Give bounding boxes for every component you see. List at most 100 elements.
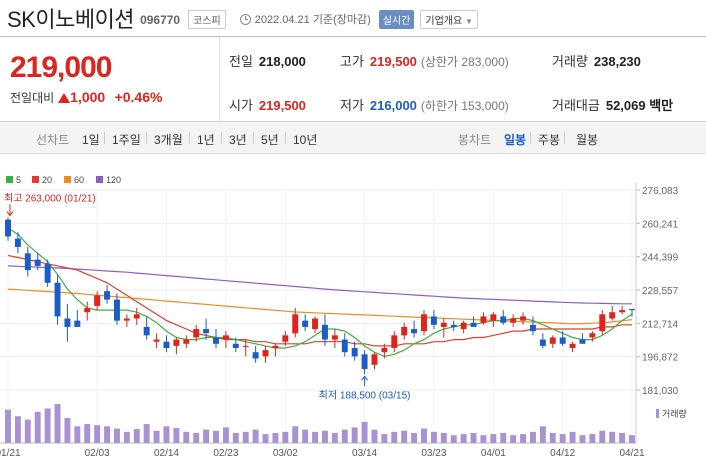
legend-label: 60: [74, 175, 84, 185]
legend-label: 120: [106, 175, 121, 185]
x-tick-label: 02/03: [85, 448, 110, 459]
candle-body: [411, 329, 418, 334]
divider: [530, 132, 531, 144]
candle-body: [361, 354, 368, 370]
volume-bar: [203, 429, 210, 443]
volume-bar: [123, 431, 130, 443]
company-overview-button[interactable]: 기업개요 ▼: [420, 9, 478, 29]
volume-bar: [490, 434, 497, 443]
volume-bar: [173, 427, 180, 443]
divider: [104, 132, 105, 144]
stat-value: 219,500: [258, 98, 306, 113]
candle-body: [529, 324, 536, 332]
candlestick-chart[interactable]: 276,083 260,241 244,399 228,557 212,714 196,8…: [0, 154, 706, 466]
candle-body: [520, 316, 527, 321]
min-annotation: 최저 188,500 (03/15): [319, 389, 411, 401]
candle-body: [282, 335, 289, 342]
volume-bar: [143, 424, 150, 443]
volume-bar: [321, 430, 328, 443]
stat-sub: (상한가 283,000): [420, 55, 509, 69]
ma60-line: [7, 288, 633, 325]
volume-bar: [549, 432, 556, 443]
candle-body: [123, 318, 130, 321]
period-5y[interactable]: 5년: [261, 133, 279, 147]
volume-bar: [579, 435, 586, 443]
candle-body: [401, 326, 408, 336]
period-1d[interactable]: 1일: [82, 133, 100, 147]
period-daily[interactable]: 일봉: [504, 133, 527, 147]
divider: [146, 132, 147, 144]
divider: [285, 132, 286, 144]
period-monthly[interactable]: 월봉: [576, 133, 599, 147]
candle-body: [183, 339, 190, 344]
divider: [564, 132, 565, 144]
candle-body: [193, 329, 200, 338]
volume-bar: [401, 430, 408, 443]
caret-down-icon: ▼: [464, 16, 473, 26]
legend-swatch: [96, 176, 103, 183]
y-tick-label: 276,083: [642, 186, 679, 197]
legend-swatch: [32, 176, 39, 183]
stat-value: 219,500: [369, 54, 417, 69]
candle-body: [94, 295, 101, 306]
volume-bar: [589, 434, 596, 443]
volume-bar: [341, 429, 348, 443]
candle-body: [579, 339, 586, 344]
candle-chart-label: 봉차트: [458, 133, 492, 147]
volume-bar: [391, 431, 398, 443]
period-3m[interactable]: 3개월: [154, 133, 183, 147]
volume-bar: [569, 431, 576, 443]
current-price: 219,000: [10, 51, 112, 84]
volume-bar: [450, 435, 457, 443]
volume-bar: [430, 431, 437, 443]
volume-label: 거래량: [662, 408, 687, 419]
volume-bar: [113, 428, 120, 443]
volume-bar: [183, 431, 190, 443]
x-tick-label: 04/01: [481, 448, 506, 459]
y-tick-label: 228,557: [642, 286, 679, 297]
stat-value: 218,000: [258, 54, 306, 69]
y-tick-label: 260,241: [642, 219, 679, 230]
volume-bar: [272, 432, 279, 443]
candle-body: [381, 347, 388, 353]
max-annotation: 최고 263,000 (01/21): [4, 193, 96, 205]
candle-body: [341, 339, 348, 353]
x-tick-label: 04/21: [619, 448, 644, 459]
stat-low: 저가 216,000 (하한가 153,000): [340, 95, 509, 114]
volume-bar: [84, 424, 91, 443]
candle-body: [440, 322, 447, 327]
volume-bar: [619, 432, 626, 443]
current-price-panel: 219,000 전일대비 1,000 +0.46%: [0, 37, 220, 122]
volume-bar: [529, 431, 536, 443]
volume-bar: [371, 429, 378, 443]
period-weekly[interactable]: 주봉: [538, 133, 561, 147]
realtime-button[interactable]: 실시간: [378, 9, 415, 29]
x-tick-label: 02/23: [213, 448, 238, 459]
candle-body: [609, 312, 616, 319]
volume-bar: [520, 434, 527, 443]
y-tick-label: 196,872: [642, 353, 679, 364]
candle-body: [163, 341, 170, 348]
volume-bar: [94, 425, 101, 443]
candle-body: [24, 253, 31, 271]
volume-bar: [351, 427, 358, 443]
x-tick-label: 01/21: [0, 448, 21, 459]
x-tick-label: 04/12: [550, 448, 575, 459]
volume-bar: [292, 426, 299, 443]
volume-bar: [5, 409, 11, 443]
candle-body: [143, 326, 150, 336]
change-label: 전일대비: [10, 91, 55, 105]
period-3y[interactable]: 3년: [229, 133, 247, 147]
legend-swatch: [64, 176, 71, 183]
volume-bar: [163, 426, 170, 443]
legend-label: 5: [16, 175, 21, 185]
candle-body: [549, 337, 556, 344]
candle-body: [460, 322, 467, 330]
volume-bar: [599, 430, 606, 443]
period-1w[interactable]: 1주일: [112, 133, 141, 147]
volume-bar: [381, 434, 388, 443]
period-1y[interactable]: 1년: [197, 133, 215, 147]
candle-body: [173, 339, 180, 346]
period-10y[interactable]: 10년: [293, 133, 318, 147]
candle-body: [619, 310, 626, 313]
